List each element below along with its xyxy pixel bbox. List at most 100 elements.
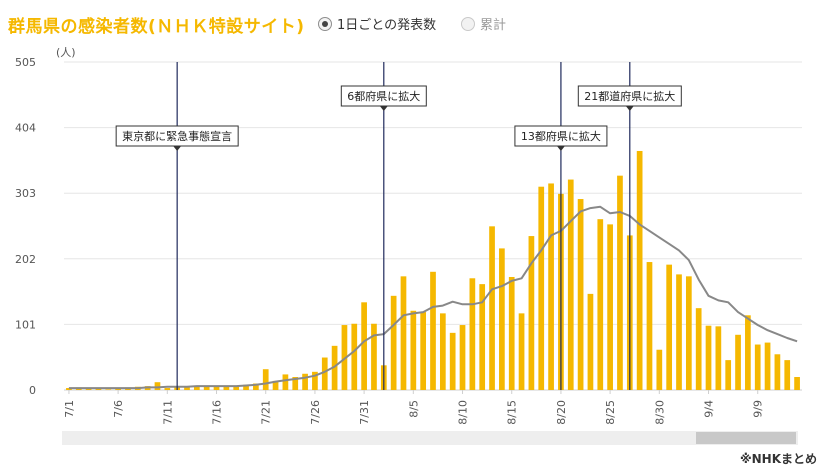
- data-bar: [617, 175, 623, 390]
- y-tick-label: 303: [15, 187, 36, 200]
- radio-unselected-icon: [461, 16, 475, 31]
- data-bar: [518, 313, 525, 390]
- data-bar: [479, 284, 486, 390]
- event-callout-pointer: [379, 106, 388, 111]
- data-bar: [656, 349, 663, 390]
- y-axis-unit: (人): [56, 46, 76, 59]
- chart-scrollbar[interactable]: [62, 431, 798, 445]
- data-bar: [636, 150, 643, 390]
- data-bar: [371, 323, 377, 390]
- data-bar: [508, 276, 515, 390]
- source-note: ※NHKまとめ: [739, 452, 817, 466]
- data-bar: [154, 382, 161, 390]
- y-tick-label: 202: [15, 253, 36, 266]
- data-bar: [695, 308, 702, 390]
- data-bar: [735, 334, 741, 390]
- data-bar: [597, 219, 604, 390]
- data-bar: [203, 385, 210, 390]
- data-bar: [646, 262, 653, 390]
- data-bar: [489, 226, 495, 390]
- x-tick-label: 7/16: [211, 400, 224, 425]
- data-bar: [745, 315, 751, 390]
- data-bar: [577, 199, 584, 390]
- radio-selected-icon: [318, 16, 332, 31]
- data-bar: [469, 278, 476, 390]
- event-label: 13都府県に拡大: [521, 129, 601, 143]
- data-bar: [292, 377, 299, 390]
- data-bar: [705, 325, 712, 390]
- x-tick-label: 7/11: [161, 400, 174, 425]
- data-bar: [95, 388, 102, 390]
- x-tick-label: 7/6: [112, 400, 125, 418]
- data-bar: [164, 388, 171, 390]
- data-bar: [331, 345, 338, 390]
- data-bar: [243, 384, 249, 390]
- data-bar: [184, 387, 190, 390]
- data-bar: [548, 183, 554, 390]
- data-bar: [312, 371, 318, 390]
- x-tick-label: 8/20: [555, 400, 568, 425]
- x-tick-label: 7/26: [309, 400, 322, 425]
- chart-scrollbar-thumb[interactable]: [696, 432, 796, 444]
- data-bar: [361, 302, 367, 390]
- event-label: 東京都に緊急事態宣言: [122, 129, 232, 143]
- y-tick-label: 0: [29, 384, 36, 397]
- page-title: 群馬県の感染者数(ＮＨＫ特設サイト): [8, 17, 305, 37]
- event-callout-pointer: [556, 146, 565, 151]
- data-bar: [449, 332, 456, 390]
- data-bar: [666, 264, 673, 390]
- data-bar: [439, 313, 446, 390]
- event-label: 6都府県に拡大: [347, 89, 420, 103]
- y-tick-label: 505: [15, 56, 36, 69]
- x-tick-label: 8/15: [506, 400, 519, 425]
- data-bar: [420, 312, 427, 390]
- data-bar: [253, 383, 259, 390]
- data-bar: [390, 295, 397, 390]
- data-bar: [715, 326, 722, 390]
- x-tick-label: 8/10: [457, 400, 470, 425]
- data-bar: [430, 271, 436, 390]
- data-bar: [400, 276, 407, 390]
- y-tick-label: 101: [15, 318, 36, 331]
- data-bar: [459, 325, 466, 390]
- event-callout-pointer: [173, 146, 182, 151]
- data-bar: [321, 357, 328, 390]
- data-bar: [105, 389, 112, 390]
- data-bar: [784, 360, 791, 390]
- data-bar: [528, 236, 535, 390]
- data-bar: [567, 179, 574, 390]
- data-bar: [223, 385, 230, 390]
- data-bar: [302, 373, 308, 390]
- data-bar: [607, 224, 613, 390]
- y-tick-label: 404: [15, 122, 36, 135]
- x-tick-label: 8/30: [653, 400, 666, 425]
- data-bar: [213, 386, 220, 390]
- event-callout-pointer: [625, 106, 634, 111]
- x-tick-label: 9/4: [703, 400, 716, 418]
- x-tick-label: 7/31: [358, 400, 371, 425]
- radio-cumulative[interactable]: 累計: [461, 14, 506, 33]
- data-bar: [538, 186, 545, 390]
- data-bar: [725, 360, 732, 390]
- radio-cumulative-label: 累計: [480, 18, 507, 33]
- data-bar: [587, 293, 594, 390]
- x-tick-label: 7/21: [260, 400, 273, 425]
- x-tick-label: 7/1: [63, 400, 76, 418]
- data-bar: [351, 323, 358, 390]
- x-tick-label: 8/25: [604, 400, 617, 425]
- data-bar: [774, 354, 781, 390]
- data-bar: [499, 248, 505, 390]
- data-bar: [272, 380, 279, 390]
- data-bar: [233, 386, 240, 390]
- x-tick-label: 8/5: [407, 400, 420, 418]
- radio-daily[interactable]: 1日ごとの発表数: [318, 14, 436, 33]
- data-bar: [794, 377, 800, 390]
- data-bar: [676, 274, 682, 390]
- data-bar: [193, 386, 200, 390]
- average-line: [68, 205, 798, 390]
- radio-daily-label: 1日ごとの発表数: [337, 18, 437, 33]
- data-bar: [410, 310, 417, 390]
- data-bar: [282, 374, 289, 390]
- event-label: 21都道府県に拡大: [584, 89, 675, 103]
